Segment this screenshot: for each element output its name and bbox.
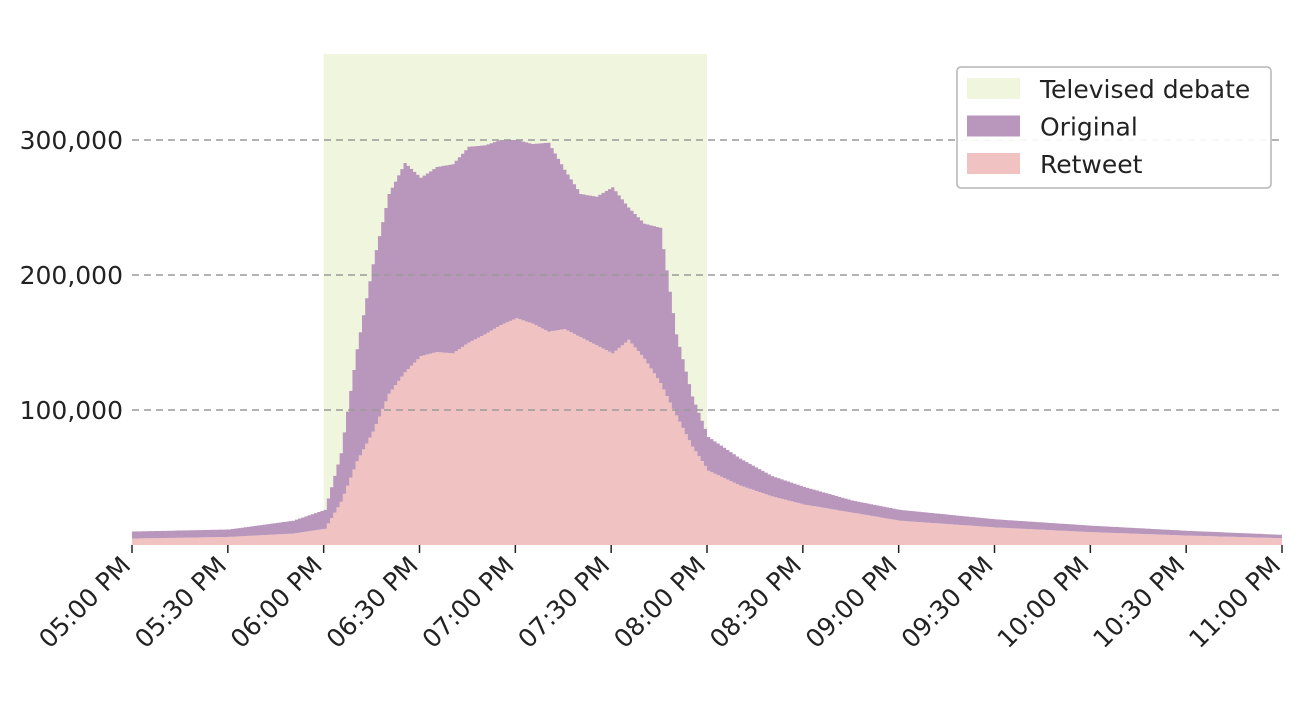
x-tick-label: 08:30 PM: [704, 551, 807, 654]
x-tick-label: 10:30 PM: [1087, 551, 1190, 654]
x-tick-label: 07:00 PM: [417, 551, 520, 654]
y-tick-label: 200,000: [20, 261, 123, 290]
x-tick-label: 08:00 PM: [608, 551, 711, 654]
x-tick-label: 06:30 PM: [321, 551, 424, 654]
legend-label-retweet: Retweet: [1040, 150, 1143, 179]
legend-swatch-retweet: [967, 153, 1020, 174]
legend-swatch-televised-debate: [967, 78, 1020, 99]
legend-label-original: Original: [1040, 113, 1138, 142]
x-tick-label: 09:30 PM: [896, 551, 999, 654]
series-original-area: [132, 140, 1282, 539]
x-tick-label: 06:00 PM: [225, 551, 328, 654]
series-retweet-area: [132, 318, 1282, 545]
x-tick-label: 05:30 PM: [129, 551, 232, 654]
x-tick-label: 10:00 PM: [992, 551, 1095, 654]
legend-label-televised-debate: Televised debate: [1039, 75, 1250, 104]
y-tick-label: 100,000: [20, 396, 123, 425]
x-tick-label: 07:30 PM: [512, 551, 615, 654]
x-tick-label: 09:00 PM: [800, 551, 903, 654]
legend-swatch-original: [967, 115, 1020, 137]
x-tick-label: 05:00 PM: [33, 551, 136, 654]
x-tick-label: 11:00 PM: [1183, 551, 1286, 654]
area-layer: [132, 140, 1282, 545]
y-tick-label: 300,000: [20, 126, 123, 155]
legend-box: [956, 66, 1272, 189]
legend: Televised debate Original Retweet: [956, 66, 1272, 189]
